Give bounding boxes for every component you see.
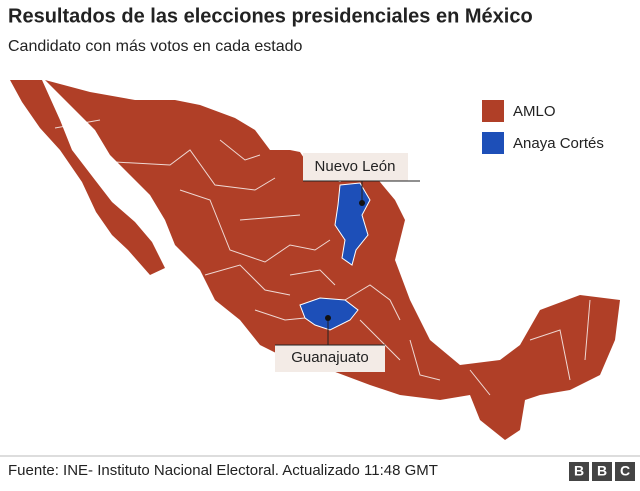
- logo-letter: B: [574, 463, 584, 479]
- logo-box: [592, 462, 612, 481]
- logo-letter: C: [620, 463, 630, 479]
- source: Fuente: INE- Instituto Nacional Electora…: [8, 462, 438, 479]
- marker: [325, 315, 331, 321]
- legend-label: Anaya Cortés: [513, 135, 604, 152]
- legend-label: AMLO: [513, 103, 556, 120]
- logo-letter: B: [597, 463, 607, 479]
- annotation-nuevo-leon: Nuevo León: [303, 153, 420, 206]
- mainland: [45, 80, 620, 440]
- annotation-label: Guanajuato: [291, 349, 369, 366]
- state-borders: [54, 119, 591, 396]
- guanajuato: [299, 297, 359, 331]
- legend-swatch: [482, 132, 504, 154]
- title: Resultados de las elecciones presidencia…: [8, 5, 533, 27]
- legend: AMLO Anaya Cortés: [482, 100, 604, 154]
- label-box: [275, 345, 385, 372]
- marker: [359, 200, 365, 206]
- annotation-guanajuato: Guanajuato: [275, 315, 385, 372]
- legend-swatch: [482, 100, 504, 122]
- baja-california: [10, 80, 165, 275]
- annotation-label: Nuevo León: [315, 158, 396, 175]
- logo-box: [569, 462, 589, 481]
- logo-box: [615, 462, 635, 481]
- subtitle: Candidato con más votos en cada estado: [8, 38, 303, 55]
- label-box: [303, 153, 408, 181]
